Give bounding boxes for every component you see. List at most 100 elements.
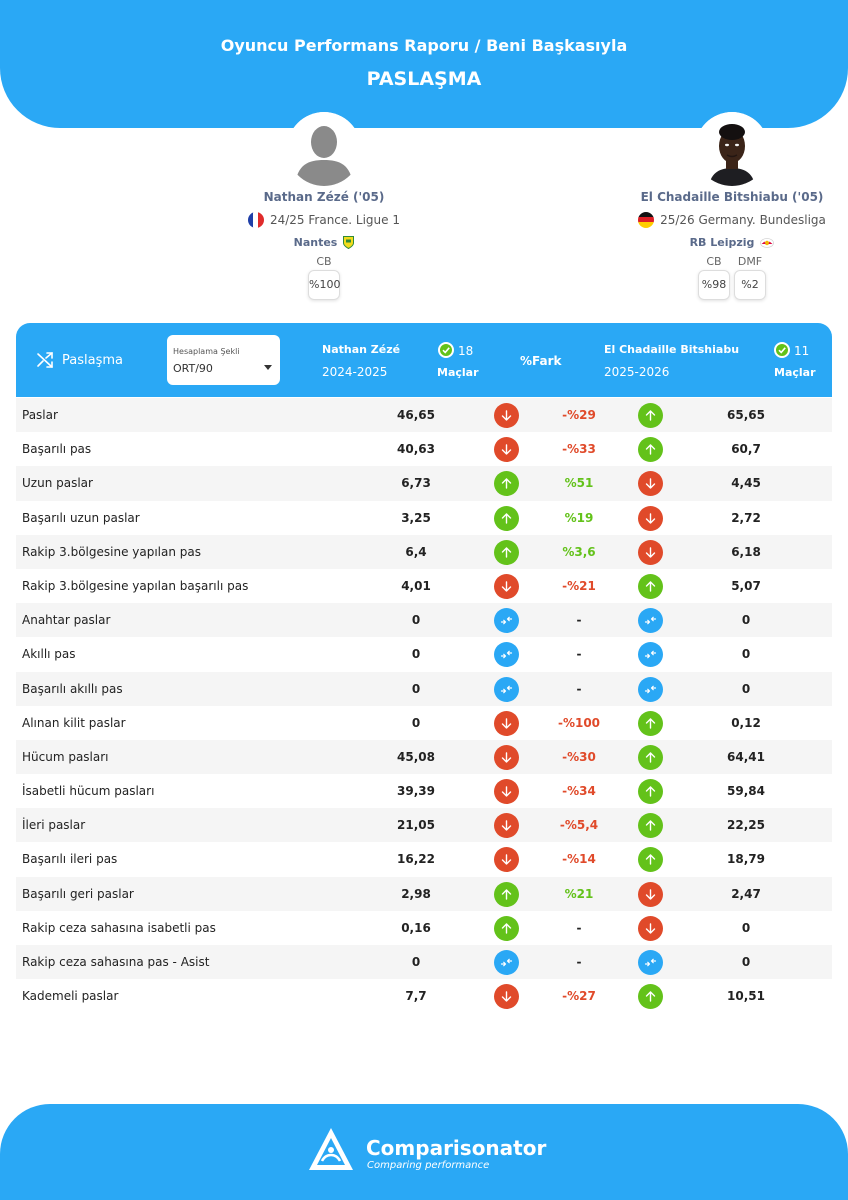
percent-difference: -%14 bbox=[562, 852, 596, 867]
caret-down-icon bbox=[264, 365, 272, 370]
percent-difference: - bbox=[576, 613, 582, 628]
player-1-value: 40,63 bbox=[397, 442, 435, 457]
arrow-up-icon bbox=[638, 779, 663, 805]
arrow-up-icon bbox=[494, 881, 519, 907]
metric-label: Başarılı geri paslar bbox=[22, 886, 134, 901]
position-share: %2 bbox=[734, 270, 766, 300]
arrow-down-icon bbox=[494, 403, 519, 428]
position-item: CB %98 bbox=[698, 255, 730, 300]
table-row: Rakip ceza sahasına pas - Asist 0 - 0 bbox=[16, 945, 832, 980]
player-1-value: 0,16 bbox=[401, 920, 431, 935]
player-2-value: 0 bbox=[741, 920, 751, 935]
player-2-value: 0 bbox=[741, 647, 751, 662]
player-league-1: 24/25 France. Ligue 1 bbox=[204, 212, 444, 228]
table-row: Başarılı uzun paslar 3,25 %19 2,72 bbox=[16, 500, 832, 535]
header-player-2-season: 2025-2026 bbox=[604, 365, 670, 379]
league-text-1: 24/25 France. Ligue 1 bbox=[269, 213, 400, 227]
player-2-value: 6,18 bbox=[731, 544, 761, 559]
metric-label: Rakip 3.bölgesine yapılan başarılı pas bbox=[22, 578, 249, 593]
arrow-down-icon bbox=[494, 813, 519, 839]
check-icon bbox=[438, 342, 454, 358]
metric-label: Akıllı pas bbox=[22, 647, 76, 662]
metric-label: İsabetli hücum pasları bbox=[22, 784, 155, 799]
metric-label: Anahtar paslar bbox=[22, 613, 111, 628]
metric-label: Rakip ceza sahasına pas - Asist bbox=[22, 955, 210, 969]
arrows-converge-icon bbox=[494, 642, 519, 668]
player-1-value: 2,98 bbox=[401, 886, 431, 901]
table-row: Başarılı ileri pas 16,22 -%14 18,79 bbox=[16, 842, 832, 877]
calc-method-value: ORT/90 bbox=[173, 362, 213, 375]
arrow-down-icon bbox=[638, 505, 663, 531]
arrow-up-icon bbox=[638, 744, 663, 770]
report-title: Oyuncu Performans Raporu / Beni Başkasıy… bbox=[220, 36, 628, 55]
brand-name: Comparisonator bbox=[366, 1136, 547, 1160]
player-2-value: 2,72 bbox=[731, 510, 761, 525]
player-1-value: 6,4 bbox=[405, 544, 427, 559]
arrow-down-icon bbox=[494, 744, 519, 770]
header-banner: Oyuncu Performans Raporu / Beni Başkasıy… bbox=[0, 0, 848, 128]
arrow-up-icon bbox=[494, 915, 519, 941]
header-player-1-matches: 18 bbox=[458, 344, 474, 358]
player-2-value: 4,45 bbox=[731, 476, 761, 491]
header-player-1-name: Nathan Zézé bbox=[322, 343, 401, 356]
player-1-value: 0 bbox=[411, 647, 421, 662]
metric-label: Rakip 3.bölgesine yapılan pas bbox=[22, 544, 202, 559]
percent-difference: -%21 bbox=[562, 578, 596, 593]
arrow-up-icon bbox=[494, 505, 519, 531]
footer-banner: Comparisonator Comparing performance bbox=[0, 1104, 848, 1200]
arrow-down-icon bbox=[494, 847, 519, 873]
arrows-converge-icon bbox=[494, 950, 519, 975]
metric-label: Başarılı uzun paslar bbox=[22, 510, 140, 525]
arrow-up-icon bbox=[638, 403, 663, 428]
header-diff-label: %Fark bbox=[520, 354, 562, 368]
player-2-value: 0 bbox=[741, 613, 751, 628]
player-card-2: El Chadaille Bitshiabu ('05) 25/26 Germa… bbox=[612, 112, 848, 300]
player-1-value: 16,22 bbox=[397, 852, 435, 867]
position-label: CB bbox=[316, 255, 332, 268]
nantes-crest-icon bbox=[343, 236, 355, 249]
player-1-value: 4,01 bbox=[401, 578, 431, 593]
positions-2: CB %98 DMF %2 bbox=[612, 255, 848, 300]
player-2-value: 64,41 bbox=[727, 749, 765, 764]
table-row: İleri paslar 21,05 -%5,4 22,25 bbox=[16, 808, 832, 843]
arrow-up-icon bbox=[638, 847, 663, 873]
arrow-down-icon bbox=[638, 539, 663, 565]
player-2-value: 59,84 bbox=[727, 784, 765, 799]
table-row: Rakip 3.bölgesine yapılan pas 6,4 %3,6 6,18 bbox=[16, 534, 832, 569]
table-row: Rakip 3.bölgesine yapılan başarılı pas 4,… bbox=[16, 568, 832, 604]
arrows-converge-icon bbox=[494, 608, 519, 634]
table-row: Başarılı geri paslar 2,98 %21 2,47 bbox=[16, 876, 832, 911]
arrow-up-icon bbox=[638, 813, 663, 839]
metric-label: Paslar bbox=[22, 408, 58, 422]
arrow-down-icon bbox=[494, 984, 519, 1010]
player-1-value: 45,08 bbox=[397, 749, 435, 764]
arrows-converge-icon bbox=[638, 642, 663, 668]
arrows-converge-icon bbox=[638, 676, 663, 702]
table-row: Alınan kilit paslar 0 -%100 0,12 bbox=[16, 705, 832, 740]
arrow-up-icon bbox=[494, 539, 519, 565]
player-name-2: El Chadaille Bitshiabu ('05) bbox=[640, 190, 824, 204]
percent-difference: - bbox=[576, 647, 582, 662]
stats-table-body: Paslar 46,65 -%29 65,65 Başarılı pas 40,63 -%3… bbox=[16, 398, 832, 1014]
arrow-up-icon bbox=[638, 984, 663, 1010]
player-2-value: 65,65 bbox=[727, 408, 765, 422]
metric-label: Rakip ceza sahasına isabetli pas bbox=[22, 920, 216, 935]
player-1-value: 0 bbox=[411, 955, 421, 969]
player-2-value: 5,07 bbox=[731, 578, 761, 593]
percent-difference: -%100 bbox=[557, 715, 601, 730]
table-row: Rakip ceza sahasına isabetli pas 0,16 - 0 bbox=[16, 910, 832, 945]
metric-label: Alınan kilit paslar bbox=[22, 715, 126, 730]
player-portrait-icon bbox=[695, 112, 769, 186]
player-1-value: 0 bbox=[411, 681, 421, 696]
arrow-up-icon bbox=[494, 471, 519, 497]
arrows-converge-icon bbox=[638, 950, 663, 975]
metric-label: Başarılı akıllı pas bbox=[22, 681, 123, 696]
player-team-2: RB Leipzig bbox=[612, 236, 848, 249]
calculation-method-select[interactable]: Hesaplama Şekli ORT/90 bbox=[167, 335, 280, 385]
report-category: PASLAŞMA bbox=[366, 68, 482, 90]
team-name-2: RB Leipzig bbox=[689, 236, 755, 249]
percent-difference: - bbox=[576, 920, 582, 935]
brand-tagline: Comparing performance bbox=[367, 1160, 490, 1171]
calc-method-label: Hesaplama Şekli bbox=[173, 347, 240, 356]
player-1-value: 3,25 bbox=[401, 510, 431, 525]
